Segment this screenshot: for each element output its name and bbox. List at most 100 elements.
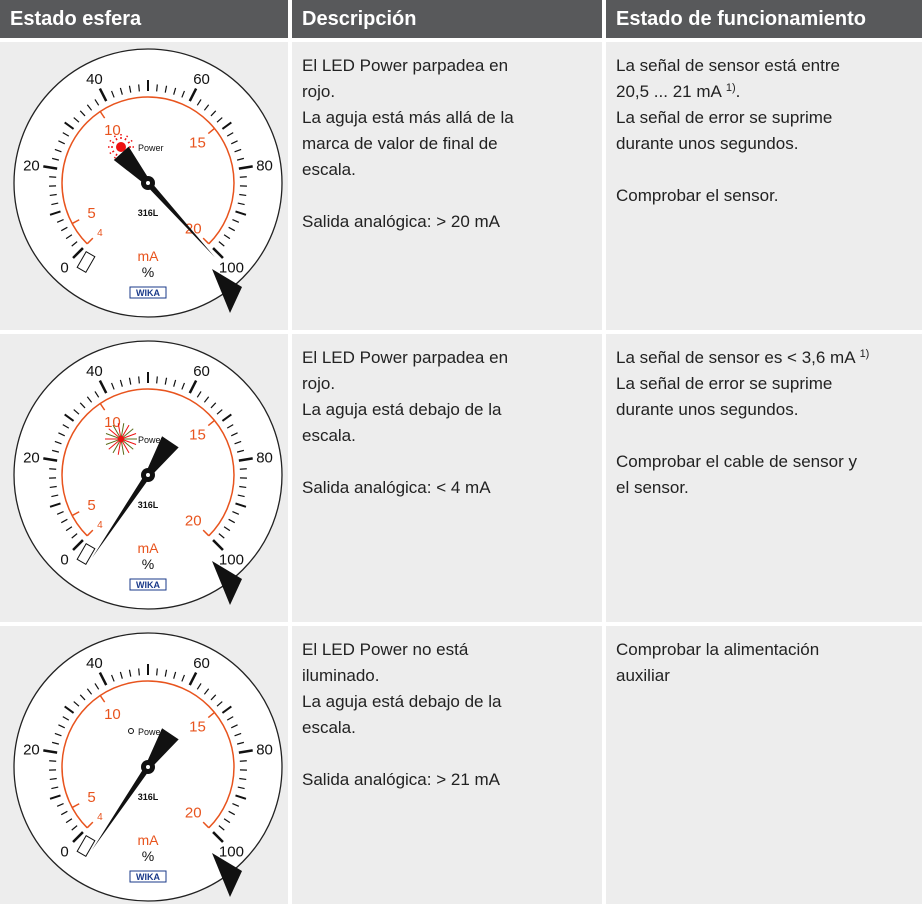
ma-label: 4 xyxy=(97,228,103,239)
dial-tick xyxy=(139,668,140,675)
scale-label: 0 xyxy=(60,259,68,276)
ma-label: 5 xyxy=(87,497,95,514)
scale-label: 100 xyxy=(219,259,244,276)
ma-label: 10 xyxy=(104,706,121,723)
text-line: marca de valor de final de xyxy=(302,131,592,157)
text-line: La aguja está más allá de la xyxy=(302,105,592,131)
ma-label: 15 xyxy=(189,134,206,151)
led-label: Power xyxy=(138,143,164,153)
text-line: Salida analógica: > 20 mA xyxy=(302,209,592,235)
text-line: durante unos segundos. xyxy=(616,131,912,157)
text-line: rojo. xyxy=(302,371,592,397)
text-line: Comprobar el cable de sensor y xyxy=(616,449,912,475)
paragraph: Salida analógica: > 21 mA xyxy=(302,767,592,793)
footnote-ref: 1) xyxy=(726,82,736,94)
text-line: escala. xyxy=(302,423,592,449)
material-label: 316L xyxy=(138,500,159,510)
dial-tick xyxy=(139,376,140,383)
scale-label: 100 xyxy=(219,843,244,860)
dial-tick xyxy=(157,84,158,91)
text-line: iluminado. xyxy=(302,663,592,689)
scale-label: 40 xyxy=(86,71,103,88)
paragraph: Comprobar el sensor. xyxy=(616,183,912,209)
text-line: La aguja está debajo de la xyxy=(302,689,592,715)
paragraph: Salida analógica: < 4 mA xyxy=(302,475,592,501)
brand-label: WIKA xyxy=(136,580,160,590)
ma-label: 10 xyxy=(104,414,121,431)
text-line: escala. xyxy=(302,715,592,741)
material-label: 316L xyxy=(138,792,159,802)
unit-label: mA xyxy=(138,832,160,848)
led xyxy=(129,729,134,734)
ma-label: 4 xyxy=(97,812,103,823)
scale-label: 80 xyxy=(256,450,273,467)
scale-label: 80 xyxy=(256,158,273,175)
text: La señal de sensor es < 3,6 mA xyxy=(616,348,856,367)
percent-label: % xyxy=(142,848,154,864)
ma-label: 10 xyxy=(104,122,121,139)
ma-label: 5 xyxy=(87,789,95,806)
footnote-ref: 1) xyxy=(860,348,870,360)
ma-label: 20 xyxy=(185,512,202,529)
brand-label: WIKA xyxy=(136,288,160,298)
scale-label: 20 xyxy=(23,450,40,467)
ma-label: 5 xyxy=(87,205,95,222)
ma-label: 20 xyxy=(185,220,202,237)
text-line: rojo. xyxy=(302,79,592,105)
needle-hub-cap xyxy=(146,473,150,477)
scale-label: 40 xyxy=(86,655,103,672)
text-line: durante unos segundos. xyxy=(616,397,912,423)
header-cell: Estado de funcionamiento xyxy=(606,0,922,38)
ma-label: 15 xyxy=(189,426,206,443)
header-cell: Descripción xyxy=(292,0,602,38)
dial-tick xyxy=(157,668,158,675)
dial-tick xyxy=(157,376,158,383)
led xyxy=(118,436,124,442)
percent-label: % xyxy=(142,556,154,572)
scale-label: 60 xyxy=(193,363,210,380)
text-line: La señal de sensor está entre xyxy=(616,53,912,79)
scale-label: 20 xyxy=(23,158,40,175)
text-line: auxiliar xyxy=(616,663,912,689)
needle-hub-cap xyxy=(146,181,150,185)
text-line: La señal de error se suprime xyxy=(616,371,912,397)
text-line: Salida analógica: > 21 mA xyxy=(302,767,592,793)
scale-label: 40 xyxy=(86,363,103,380)
brand-label: WIKA xyxy=(136,872,160,882)
scale-label: 20 xyxy=(23,742,40,759)
text-line: el sensor. xyxy=(616,475,912,501)
paragraph: Salida analógica: > 20 mA xyxy=(302,209,592,235)
scale-label: 100 xyxy=(219,551,244,568)
header-cell: Estado esfera xyxy=(0,0,288,38)
ma-label: 20 xyxy=(185,804,202,821)
text: . xyxy=(736,82,741,101)
text-line: El LED Power no está xyxy=(302,637,592,663)
text-line: La señal de error se suprime xyxy=(616,105,912,131)
text-line: El LED Power parpadea en xyxy=(302,53,592,79)
percent-label: % xyxy=(142,264,154,280)
needle-hub-cap xyxy=(146,765,150,769)
material-label: 316L xyxy=(138,208,159,218)
text-line: escala. xyxy=(302,157,592,183)
scale-label: 60 xyxy=(193,71,210,88)
scale-label: 0 xyxy=(60,843,68,860)
unit-label: mA xyxy=(138,540,160,556)
text-line: La señal de sensor es < 3,6 mA 1) xyxy=(616,345,912,371)
